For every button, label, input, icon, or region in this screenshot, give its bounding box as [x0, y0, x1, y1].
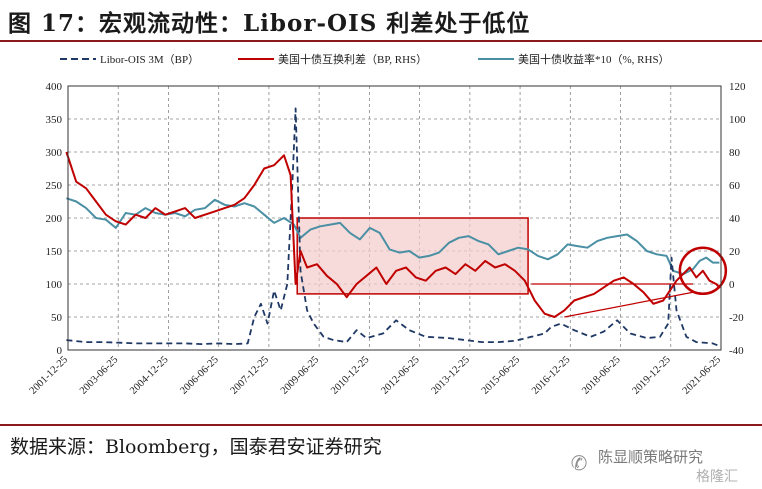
annotation-line	[564, 291, 694, 318]
y-right-tick-label: 0	[729, 279, 735, 291]
chart-legend: Libor-OIS 3M（BP） 美国十债互换利差（BP, RHS） 美国十债收…	[60, 52, 670, 66]
line-chart: Libor-OIS 3M（BP） 美国十债互换利差（BP, RHS） 美国十债收…	[28, 52, 746, 397]
watermark-author: 陈显顺策略研究	[598, 448, 704, 466]
x-tick-label: 2009-06-25	[279, 354, 321, 396]
y-right-tick-label: 20	[729, 246, 741, 258]
y-left-tick-label: 250	[46, 180, 63, 192]
source-rule	[0, 424, 762, 426]
series-line-10y-yield	[66, 197, 720, 276]
x-tick-label: 2018-06-25	[580, 354, 622, 396]
plot-area: 0 50 100 150 200 250 300 350 400 -40 -20 0 20 40 60 80 1…	[28, 81, 746, 397]
legend-label-libor: Libor-OIS 3M（BP）	[100, 53, 199, 66]
watermark-brand: 格隆汇	[696, 469, 738, 485]
highlight-rectangle	[296, 217, 529, 295]
y-left-tick-label: 200	[46, 213, 63, 225]
y-right-tick-label: -40	[729, 345, 744, 357]
y-right-tick-label: 60	[729, 180, 741, 192]
legend-label-spread: 美国十债互换利差（BP, RHS）	[278, 52, 427, 66]
figure-title: 图 17：宏观流动性：Libor-OIS 利差处于低位	[8, 10, 531, 37]
plot-frame	[67, 85, 722, 351]
y-left-tick-label: 50	[51, 312, 63, 324]
x-tick-label: 2013-12-25	[430, 354, 472, 396]
y-left-tick-label: 300	[46, 147, 63, 159]
annotation-circle	[678, 246, 728, 296]
y-left-tick-label: 350	[46, 114, 63, 126]
source-note: 数据来源：Bloomberg，国泰君安证券研究	[10, 436, 382, 458]
title-rule	[0, 40, 762, 42]
legend-label-yield: 美国十债收益率*10（%, RHS）	[518, 52, 670, 66]
wechat-icon: ✆	[570, 451, 588, 475]
y-left-tick-label: 100	[46, 279, 63, 291]
x-tick-label: 2006-06-25	[178, 354, 220, 396]
x-tick-label: 2001-12-25	[28, 354, 70, 396]
series-line-libor-ois	[66, 107, 720, 347]
x-tick-label: 2015-06-25	[480, 354, 522, 396]
x-tick-label: 2012-06-25	[379, 354, 421, 396]
x-tick-label: 2004-12-25	[128, 354, 170, 396]
series-line-swap-spread	[65, 151, 721, 318]
x-tick-label: 2019-12-25	[630, 354, 672, 396]
y-right-tick-label: 100	[729, 114, 746, 126]
y-right-tick-label: 80	[729, 147, 741, 159]
x-tick-label: 2007-12-25	[229, 354, 271, 396]
x-tick-label: 2021-06-25	[681, 354, 723, 396]
y-right-tick-label: 40	[729, 213, 741, 225]
y-right-tick-label: 120	[729, 81, 746, 93]
x-tick-label: 2003-06-25	[78, 354, 120, 396]
watermark: ✆ 陈显顺策略研究 格隆汇	[566, 446, 756, 486]
y-left-tick-label: 0	[57, 345, 63, 357]
x-tick-label: 2010-12-25	[329, 354, 371, 396]
y-right-tick-label: -20	[729, 312, 744, 324]
x-tick-label: 2016-12-25	[530, 354, 572, 396]
y-left-tick-label: 400	[46, 81, 63, 93]
y-left-tick-label: 150	[46, 246, 63, 258]
